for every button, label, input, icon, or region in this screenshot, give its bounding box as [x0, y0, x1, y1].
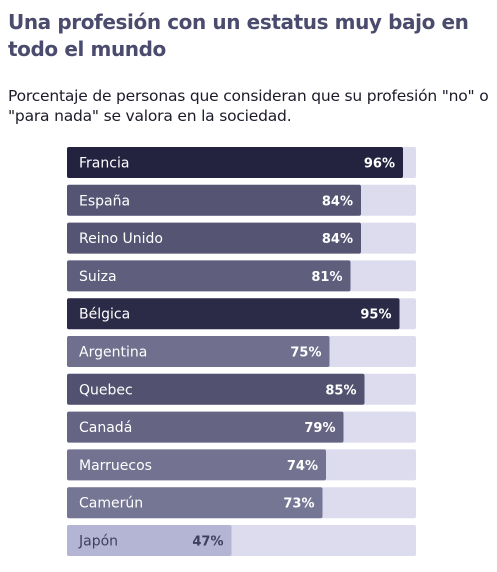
category-label: Bélgica: [79, 307, 130, 323]
bar: [67, 184, 361, 216]
value-label: 84%: [322, 232, 353, 247]
value-label: 85%: [325, 383, 356, 398]
value-label: 96%: [364, 157, 395, 172]
category-label: Camerún: [79, 496, 143, 512]
bar-group: Francia 96%: [67, 147, 416, 178]
bar: [67, 373, 365, 405]
value-label: 73%: [283, 497, 314, 512]
category-label: Canadá: [79, 420, 132, 436]
bar-group: Reino Unido 84%: [67, 222, 416, 254]
category-label: Francia: [79, 156, 129, 172]
value-label: 81%: [311, 270, 342, 285]
bar-group: Camerún 73%: [67, 487, 416, 519]
chart-title: Una profesión con un estatus muy bajo en…: [8, 10, 469, 61]
bar: [67, 147, 403, 178]
bar: [67, 298, 400, 330]
category-label: Suiza: [79, 269, 117, 285]
value-label: 74%: [287, 459, 318, 474]
bar: [67, 260, 351, 292]
bar: [67, 336, 330, 367]
category-label: Argentina: [79, 345, 147, 361]
bar-group: Argentina 75%: [67, 336, 416, 367]
value-label: 75%: [290, 346, 321, 361]
bar: [67, 487, 323, 519]
value-label: 95%: [360, 308, 391, 323]
bar: [67, 222, 361, 254]
bar-group: Canadá 79%: [67, 411, 416, 443]
bar-group: Japón 47%: [67, 525, 416, 556]
bar: [67, 449, 326, 481]
bar-group: España 84%: [67, 184, 416, 216]
bar: [67, 525, 232, 556]
bar-group: Suiza 81%: [67, 260, 416, 292]
category-label: Japón: [78, 534, 118, 550]
bar-group: Quebec 85%: [67, 373, 416, 405]
value-label: 79%: [304, 421, 335, 436]
category-label: Reino Unido: [79, 231, 163, 247]
bar-group: Marruecos 74%: [67, 449, 416, 481]
category-label: España: [79, 193, 130, 209]
category-label: Marruecos: [79, 458, 152, 474]
bar: [67, 411, 344, 443]
category-label: Quebec: [79, 382, 133, 398]
value-label: 84%: [322, 194, 353, 209]
value-label: 47%: [192, 535, 223, 550]
chart-subtitle: Porcentaje de personas que consideran qu…: [8, 87, 489, 125]
bar-group: Bélgica 95%: [67, 298, 416, 330]
